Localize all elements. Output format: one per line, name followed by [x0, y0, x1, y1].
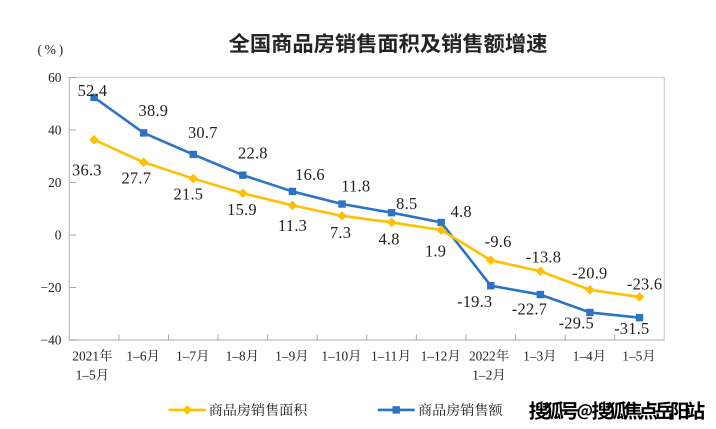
svg-text:-31.5: -31.5	[614, 319, 649, 338]
svg-text:-13.8: -13.8	[526, 248, 561, 267]
svg-text:27.7: 27.7	[121, 169, 151, 188]
svg-text:1–5: 1–5	[76, 367, 96, 382]
svg-text:2022: 2022	[469, 348, 496, 363]
svg-text:1–4: 1–4	[573, 348, 593, 363]
svg-text:−40: −40	[41, 332, 62, 347]
svg-text:-23.6: -23.6	[627, 275, 662, 294]
svg-text:22.8: 22.8	[238, 144, 268, 163]
svg-text:1–9: 1–9	[275, 348, 295, 363]
svg-text:1–10: 1–10	[321, 348, 348, 363]
svg-text:-9.6: -9.6	[485, 232, 512, 251]
svg-text:11.8: 11.8	[341, 177, 370, 196]
svg-text:1–8: 1–8	[226, 348, 246, 363]
svg-text:21.5: 21.5	[174, 185, 204, 204]
svg-text:60: 60	[48, 70, 62, 85]
svg-text:-22.7: -22.7	[512, 300, 547, 319]
svg-text:36.3: 36.3	[72, 161, 102, 180]
svg-text:1–6: 1–6	[126, 348, 146, 363]
svg-text:-29.5: -29.5	[559, 314, 594, 333]
svg-text:1–5: 1–5	[622, 348, 642, 363]
svg-text:-19.3: -19.3	[457, 292, 492, 311]
svg-text:1–11: 1–11	[371, 348, 397, 363]
svg-text:38.9: 38.9	[139, 101, 169, 120]
svg-text:40: 40	[48, 122, 62, 137]
svg-text:1.9: 1.9	[425, 242, 446, 261]
svg-text:52.4: 52.4	[78, 81, 108, 100]
svg-text:1–7: 1–7	[176, 348, 196, 363]
svg-text:−20: −20	[41, 280, 62, 295]
svg-text:15.9: 15.9	[227, 200, 257, 219]
svg-text:1–12: 1–12	[421, 348, 448, 363]
svg-text:4.8: 4.8	[451, 202, 472, 221]
svg-text:4.8: 4.8	[378, 229, 399, 248]
svg-text:1–2: 1–2	[472, 367, 492, 382]
svg-text:-20.9: -20.9	[572, 264, 607, 283]
svg-text:11.3: 11.3	[278, 216, 307, 235]
svg-text:1–3: 1–3	[523, 348, 543, 363]
svg-text:(%): (%)	[38, 42, 66, 57]
svg-text:20: 20	[48, 175, 62, 190]
svg-text:8.5: 8.5	[396, 194, 417, 213]
svg-text:30.7: 30.7	[188, 123, 218, 142]
svg-text:2021: 2021	[72, 348, 99, 363]
svg-text:7.3: 7.3	[330, 223, 351, 242]
svg-text:0: 0	[55, 227, 62, 242]
svg-text:16.6: 16.6	[295, 165, 325, 184]
